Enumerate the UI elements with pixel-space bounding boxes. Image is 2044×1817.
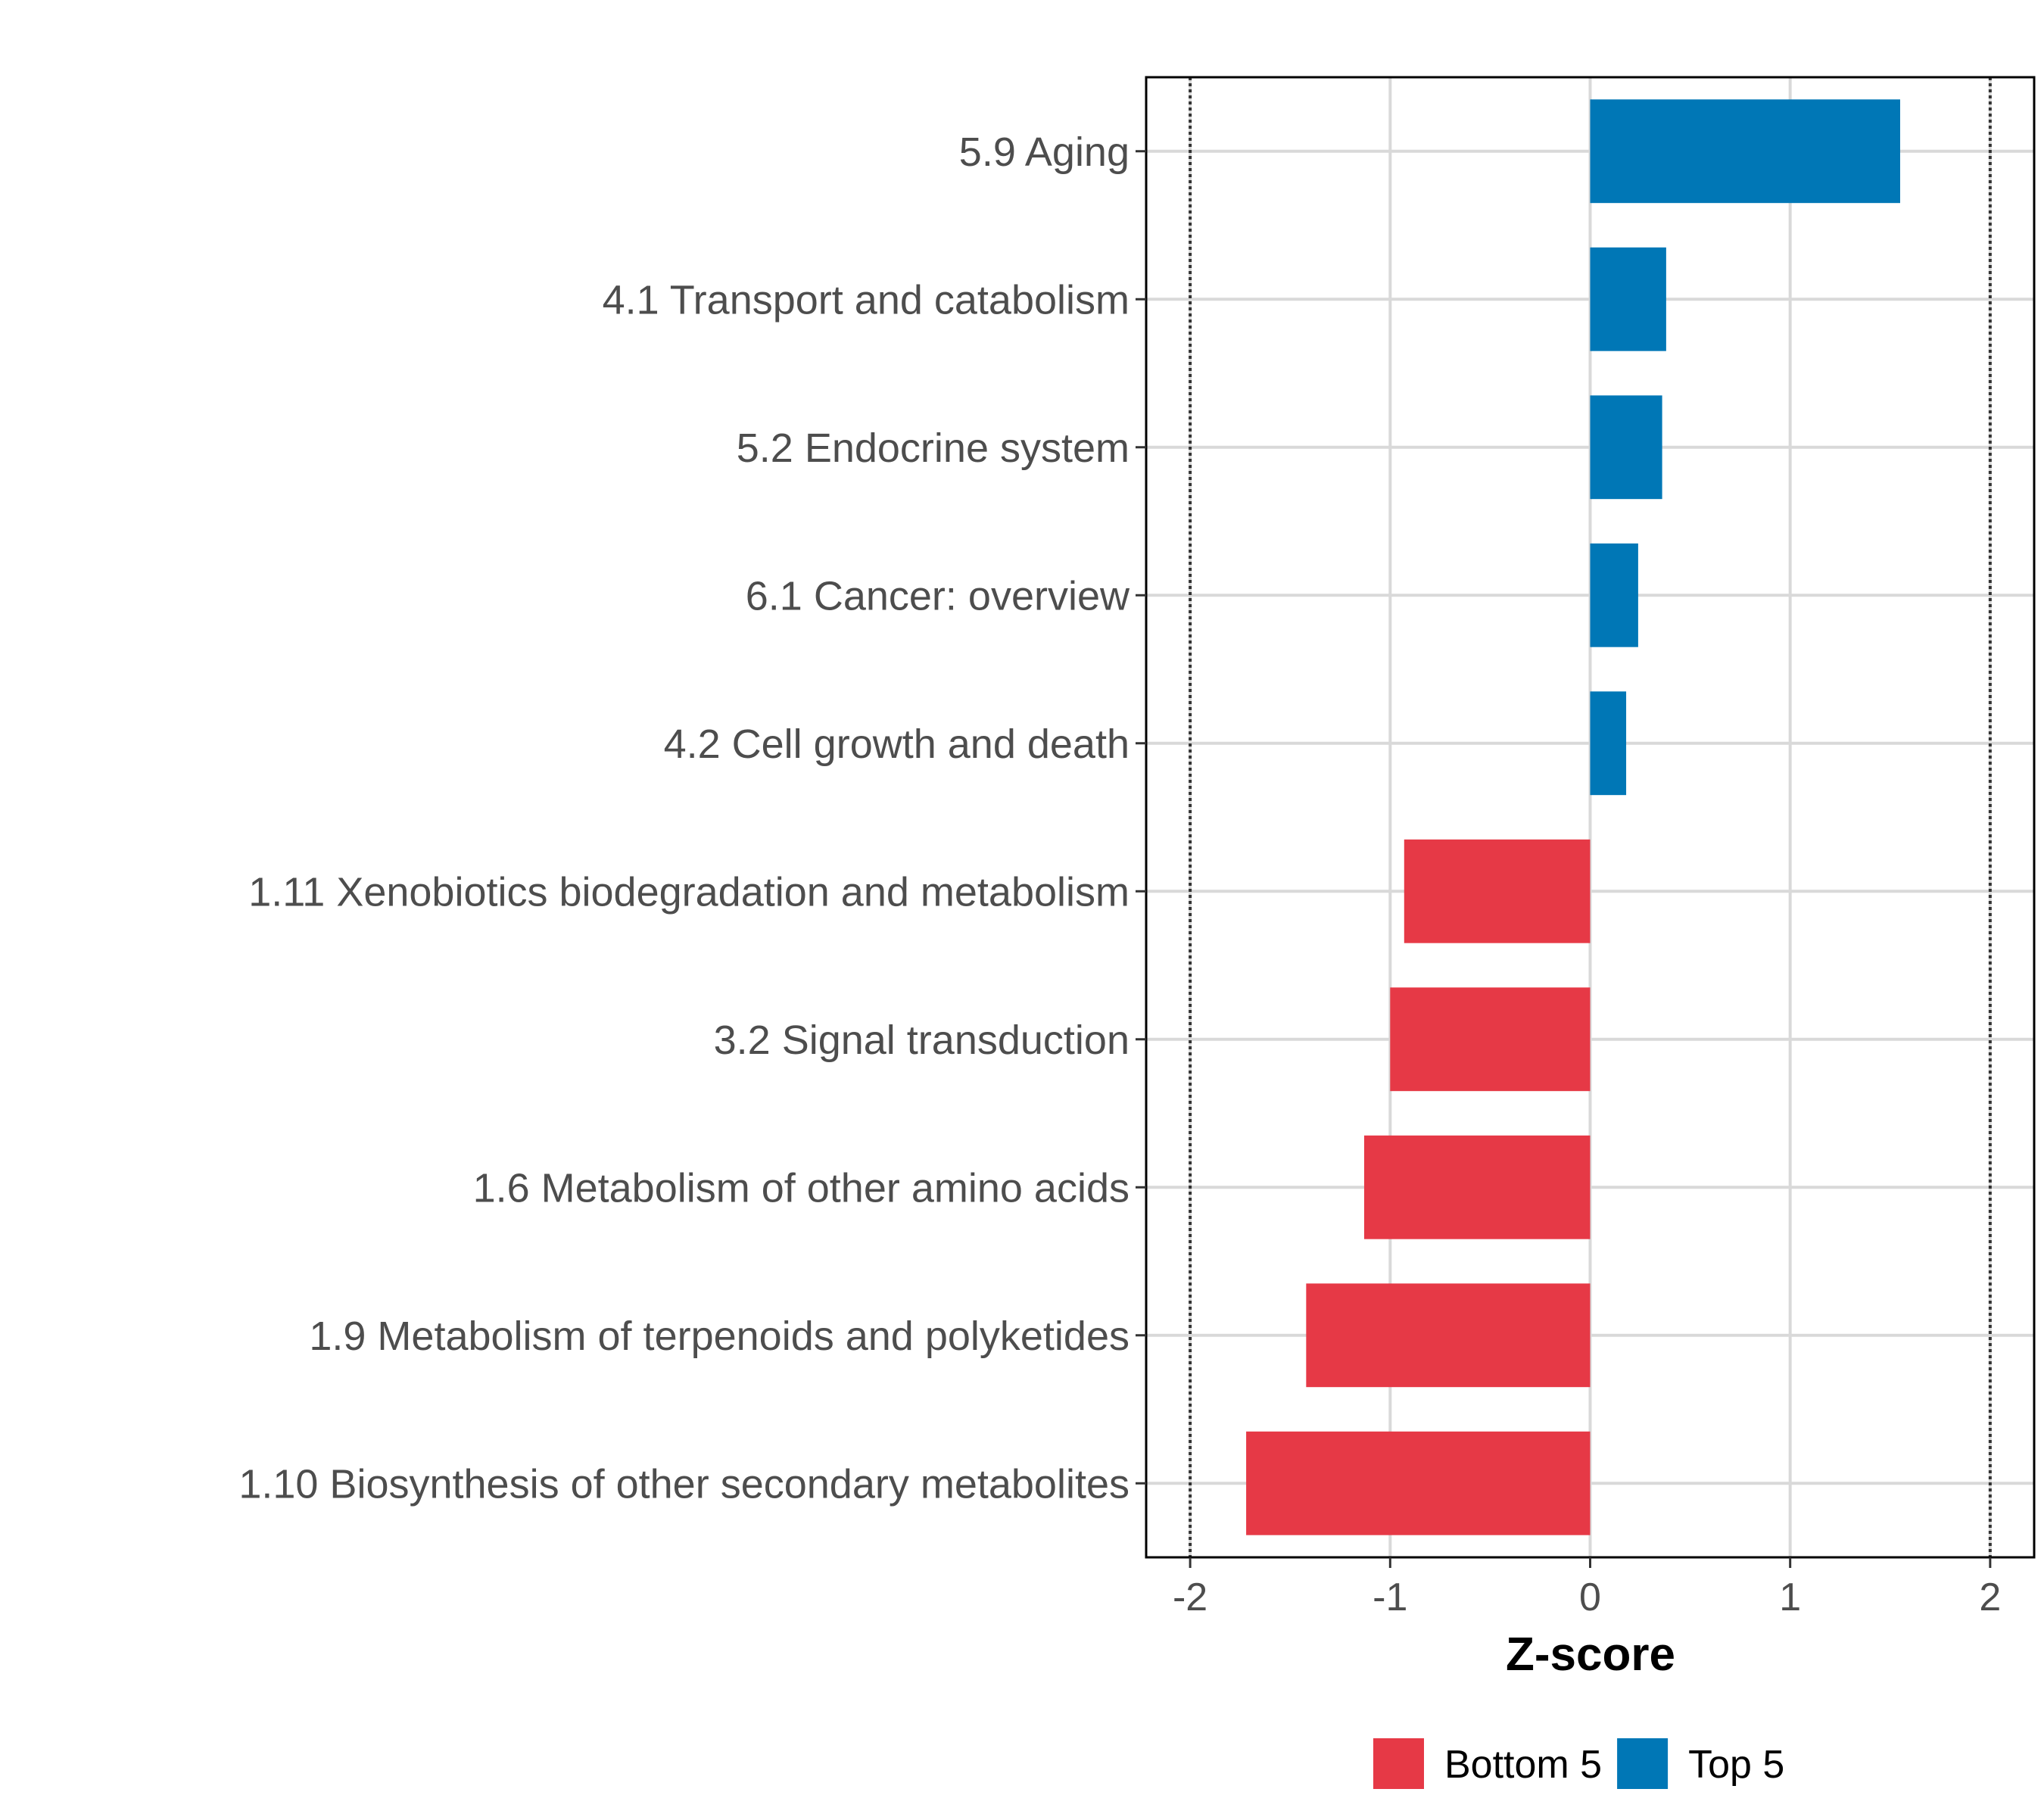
bars <box>1246 99 1900 1535</box>
y-tick-label: 1.11 Xenobiotics biodegradation and meta… <box>248 869 1129 915</box>
bar <box>1590 99 1900 204</box>
legend-swatch <box>1617 1738 1669 1789</box>
x-axis-ticks: -2 -1 0 1 2 <box>1173 1557 2001 1619</box>
y-tick-label: 1.9 Metabolism of terpenoids and polyket… <box>309 1314 1129 1359</box>
y-tick-label: 4.2 Cell growth and death <box>664 722 1129 767</box>
y-tick-label: 5.2 Endocrine system <box>737 425 1129 471</box>
y-axis-labels: 5.9 Aging 4.1 Transport and catabolism 5.2… <box>238 129 1146 1507</box>
bar <box>1404 839 1591 943</box>
bar <box>1590 543 1638 647</box>
legend-label: Bottom 5 <box>1444 1743 1602 1787</box>
y-tick-label: 1.10 Biosynthesis of other secondary met… <box>238 1461 1129 1507</box>
x-tick-label: -1 <box>1373 1575 1407 1619</box>
legend-swatch <box>1373 1738 1424 1789</box>
x-tick-label: 1 <box>1779 1575 1801 1619</box>
bar <box>1590 247 1666 351</box>
bar <box>1306 1283 1591 1388</box>
bar <box>1246 1431 1591 1535</box>
legend: Bottom 5 Top 5 <box>1373 1738 1784 1789</box>
y-tick-label: 6.1 Cancer: overview <box>746 573 1130 619</box>
bar <box>1590 395 1662 500</box>
bar <box>1363 1135 1591 1239</box>
y-tick-label: 1.6 Metabolism of other amino acids <box>473 1165 1129 1211</box>
bar <box>1590 691 1627 796</box>
reference-lines <box>1189 77 1992 1557</box>
x-tick-label: 2 <box>1979 1575 2001 1619</box>
y-tick-label: 5.9 Aging <box>959 129 1129 175</box>
x-axis-title: Z-score <box>1506 1628 1675 1681</box>
x-tick-label: -2 <box>1173 1575 1207 1619</box>
x-tick-label: 0 <box>1579 1575 1601 1619</box>
bar <box>1390 987 1591 1092</box>
legend-label: Top 5 <box>1688 1743 1784 1787</box>
y-tick-label: 4.1 Transport and catabolism <box>603 277 1129 323</box>
y-tick-label: 3.2 Signal transduction <box>714 1018 1129 1063</box>
